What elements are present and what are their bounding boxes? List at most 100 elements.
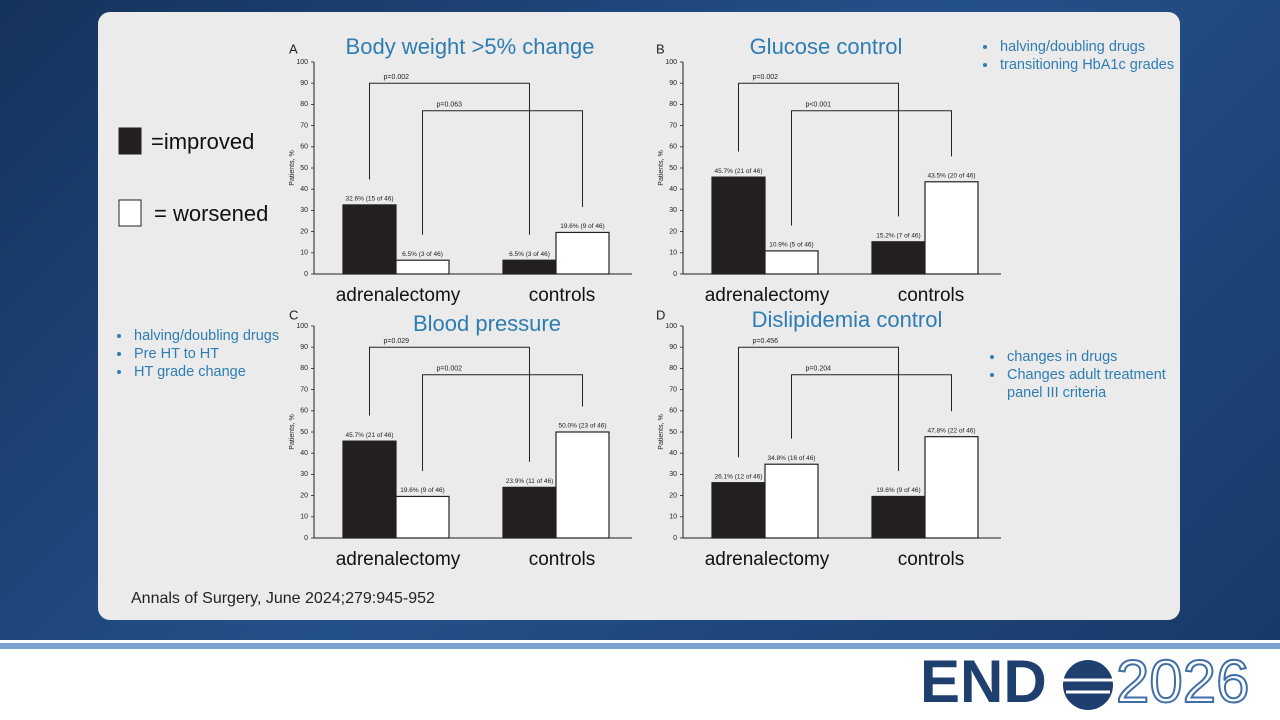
y-tick-label: 40 xyxy=(669,450,677,457)
y-tick-label: 80 xyxy=(300,101,308,108)
x-tick-label: adrenalectomy xyxy=(336,549,461,570)
y-tick-label: 70 xyxy=(669,386,677,393)
p-value: p=0.456 xyxy=(753,338,779,345)
x-tick-label: controls xyxy=(529,285,596,306)
bar xyxy=(711,482,766,539)
bar xyxy=(502,259,557,275)
note-list: changes in drugs Changes adult treatment… xyxy=(985,348,1195,402)
y-tick-label: 60 xyxy=(300,144,308,151)
y-tick-label: 20 xyxy=(300,492,308,499)
bar xyxy=(342,440,397,539)
p-value: p=0.002 xyxy=(753,74,779,81)
chart: D Dislipidemia control Patients, % 0 10 20 30 4… xyxy=(656,307,1001,570)
bar xyxy=(871,241,926,275)
y-tick-label: 90 xyxy=(669,80,677,87)
legend-label: =improved xyxy=(151,129,254,154)
y-tick-label: 50 xyxy=(300,429,308,436)
bracket xyxy=(738,346,899,472)
bar xyxy=(502,486,557,539)
stripe xyxy=(0,643,1280,649)
p-value: p=0.002 xyxy=(384,74,410,81)
x-tick-label: adrenalectomy xyxy=(336,285,461,306)
y-axis-label: Patients, % xyxy=(658,414,665,449)
value-label: 43.5% (20 of 46) xyxy=(927,172,975,179)
note: HT grade change xyxy=(132,363,317,381)
y-tick-label: 0 xyxy=(673,271,677,278)
bracket xyxy=(791,110,952,226)
p-value: p<0.001 xyxy=(806,102,832,109)
value-label: 6.5% (3 of 46) xyxy=(509,251,550,258)
y-tick-label: 20 xyxy=(669,228,677,235)
value-label: 6.5% (3 of 46) xyxy=(402,251,443,258)
value-label: 50.0% (23 of 46) xyxy=(558,423,606,430)
value-label: 45.7% (21 of 46) xyxy=(345,432,393,439)
value-label: 15.2% (7 of 46) xyxy=(876,232,920,239)
note: Changes adult treatment panel III criter… xyxy=(1005,366,1195,402)
legend-swatch xyxy=(118,127,142,155)
p-value: p=0.063 xyxy=(437,102,463,109)
note: Pre HT to HT xyxy=(132,345,317,363)
bar xyxy=(555,431,610,539)
y-tick-label: 0 xyxy=(304,271,308,278)
y-tick-label: 40 xyxy=(300,186,308,193)
y-tick-label: 10 xyxy=(669,514,677,521)
y-tick-label: 0 xyxy=(304,535,308,542)
chart-title: Dislipidemia control xyxy=(752,307,943,332)
y-tick-label: 50 xyxy=(300,165,308,172)
y-tick-label: 10 xyxy=(669,250,677,257)
y-tick-label: 40 xyxy=(300,450,308,457)
y-tick-label: 80 xyxy=(300,365,308,372)
y-tick-label: 30 xyxy=(669,207,677,214)
y-tick-label: 100 xyxy=(665,323,677,330)
bar xyxy=(395,259,450,275)
chart: C Blood pressure Patients, % 0 10 20 30 40 50 60 7… xyxy=(289,307,632,570)
y-tick-label: 90 xyxy=(300,344,308,351)
bracket xyxy=(369,346,530,462)
bar xyxy=(555,231,610,275)
x-tick-label: controls xyxy=(529,549,596,570)
value-label: 10.9% (5 of 46) xyxy=(769,242,813,249)
chart: B Glucose control Patients, % 0 10 20 30 40 50 60… xyxy=(656,34,1001,306)
y-tick-label: 100 xyxy=(296,59,308,66)
note: halving/doubling drugs xyxy=(998,38,1178,56)
legend-swatch xyxy=(118,199,142,227)
p-value: p=0.002 xyxy=(437,366,463,373)
y-axis-label: Patients, % xyxy=(289,150,296,185)
panel-letter: C xyxy=(289,307,298,322)
y-tick-label: 10 xyxy=(300,514,308,521)
bar xyxy=(342,204,397,275)
x-tick-label: controls xyxy=(898,285,965,306)
citation: Annals of Surgery, June 2024;279:945-952 xyxy=(131,590,435,607)
bar xyxy=(871,495,926,539)
y-axis-label: Patients, % xyxy=(658,150,665,185)
y-tick-label: 70 xyxy=(300,386,308,393)
chart-title: Glucose control xyxy=(750,34,903,59)
note: halving/doubling drugs xyxy=(132,327,317,345)
legend-label: = worsened xyxy=(154,201,268,226)
bar xyxy=(924,181,979,275)
bracket xyxy=(791,374,952,439)
y-tick-label: 40 xyxy=(669,186,677,193)
logo-globe xyxy=(1063,660,1113,710)
note-list: halving/doubling drugs Pre HT to HT HT g… xyxy=(112,327,317,381)
chart: A Body weight >5% change Patients, % 0 10 20 3… xyxy=(289,34,632,306)
bracket xyxy=(422,110,583,235)
bracket xyxy=(369,82,530,235)
y-tick-label: 20 xyxy=(669,492,677,499)
value-label: 45.7% (21 of 46) xyxy=(714,168,762,175)
value-label: 23.9% (11 of 46) xyxy=(506,478,554,485)
bar xyxy=(924,436,979,539)
value-label: 32.6% (15 of 46) xyxy=(345,196,393,203)
y-tick-label: 50 xyxy=(669,429,677,436)
note: changes in drugs xyxy=(1005,348,1195,366)
value-label: 26.1% (12 of 46) xyxy=(714,473,762,480)
panel-letter: A xyxy=(289,41,298,56)
y-tick-label: 60 xyxy=(300,408,308,415)
y-axis-label: Patients, % xyxy=(289,414,296,449)
y-tick-label: 30 xyxy=(669,471,677,478)
y-tick-label: 90 xyxy=(669,344,677,351)
bracket xyxy=(738,82,899,217)
chart-title: Body weight >5% change xyxy=(346,34,595,59)
y-tick-label: 100 xyxy=(665,59,677,66)
